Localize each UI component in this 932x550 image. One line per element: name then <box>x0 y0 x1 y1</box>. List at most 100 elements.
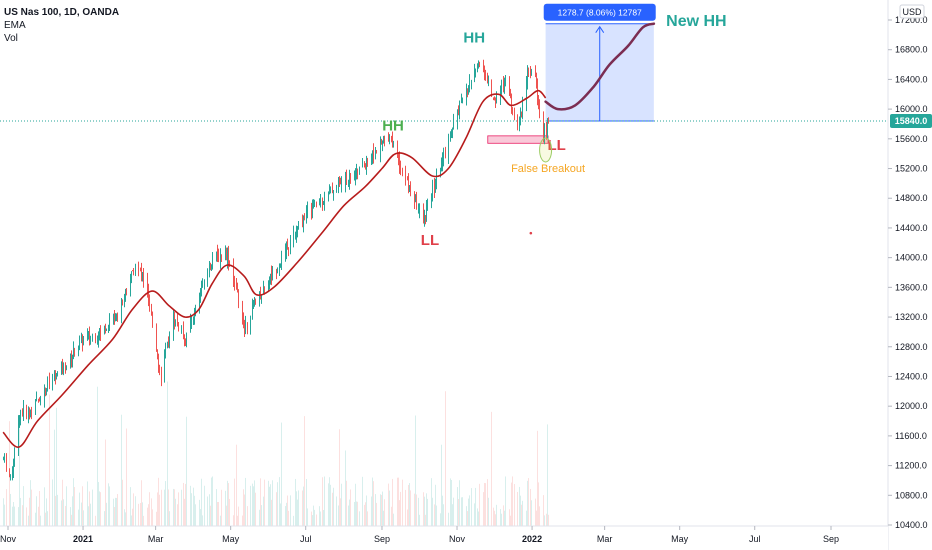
candle-body <box>100 327 101 334</box>
volume-bar <box>191 493 192 526</box>
volume-bar <box>173 488 174 526</box>
candle-body <box>158 358 159 367</box>
candle-body <box>124 296 125 301</box>
candle-body <box>207 273 208 283</box>
candle-body <box>250 316 251 329</box>
symbol-title[interactable]: US Nas 100, 1D, OANDA <box>4 7 120 18</box>
ema-indicator-label[interactable]: EMA <box>4 20 26 31</box>
candle <box>113 313 114 325</box>
candle-body <box>381 143 382 145</box>
candle <box>40 395 41 406</box>
volume-bar <box>12 506 13 526</box>
candle <box>158 353 159 373</box>
volume-bar <box>277 482 278 526</box>
candle <box>423 203 424 224</box>
volume-bar <box>35 512 36 526</box>
candle-body <box>152 313 153 326</box>
candle-body <box>209 264 210 276</box>
candle <box>270 273 271 285</box>
vol-indicator-label[interactable]: Vol <box>4 33 18 44</box>
candle <box>279 263 280 276</box>
volume-bar <box>407 509 408 526</box>
volume-bar <box>57 494 58 526</box>
volume-bar <box>10 493 11 526</box>
volume-bar <box>462 497 463 526</box>
candle-body <box>229 262 230 265</box>
candle <box>174 311 175 330</box>
candle <box>364 161 365 168</box>
volume-bar <box>54 429 55 526</box>
candle <box>81 332 82 344</box>
volume-bar <box>311 511 312 526</box>
candle-body <box>528 70 529 73</box>
volume-bar <box>288 510 289 526</box>
volume-bar <box>320 511 321 526</box>
candle-body <box>544 131 545 143</box>
candle-body <box>19 418 20 423</box>
volume-bar <box>366 495 367 526</box>
indicator-lines <box>2 22 656 448</box>
time-axis-bg <box>0 526 888 550</box>
volume-bar <box>254 480 255 526</box>
time-axis[interactable]: Nov 2021 Mar May Jul Sep Nov 2022 Mar May Jul Sep <box>0 525 888 550</box>
volume-bar <box>445 391 446 526</box>
volume-bar <box>18 507 19 526</box>
y-tick-label: 13600.0 <box>895 282 928 292</box>
volume-bar <box>52 479 53 526</box>
candle-body <box>142 274 143 276</box>
candle-body <box>495 99 496 104</box>
volume-bar <box>247 506 248 526</box>
candle <box>493 97 494 101</box>
volume-bar <box>501 513 502 526</box>
candle <box>362 158 363 168</box>
volume-bar <box>418 497 419 526</box>
volume-bar <box>350 489 351 526</box>
volume-bar <box>124 509 125 526</box>
candle-body <box>286 245 287 252</box>
volume-bar <box>324 476 325 526</box>
y-tick-label: 10800.0 <box>895 490 928 500</box>
volume-bar <box>217 502 218 526</box>
candle-body <box>216 252 217 256</box>
candle-body <box>35 400 36 415</box>
last-price-box <box>890 114 932 128</box>
candle <box>467 88 468 98</box>
candle <box>36 391 37 402</box>
candle-body <box>168 342 169 346</box>
volume-bar <box>272 480 273 526</box>
candle-body <box>115 319 116 321</box>
volume-bar <box>72 496 73 526</box>
volume-bar <box>442 495 443 526</box>
candle-body <box>319 201 320 204</box>
candle-body <box>467 88 468 93</box>
candle-body <box>393 143 394 147</box>
candle <box>399 151 400 174</box>
volume-bar <box>61 500 62 526</box>
candle <box>380 136 381 163</box>
candle <box>204 279 205 290</box>
volume-bar <box>78 509 79 526</box>
measure-box: 1278.7 (8.06%) 12787 <box>543 3 656 122</box>
x-tick-label: May <box>222 534 240 544</box>
candle-body <box>383 141 384 143</box>
candle <box>141 262 142 282</box>
candle-body <box>277 269 278 272</box>
candle-body <box>261 294 262 299</box>
candle <box>277 267 278 274</box>
candle-body <box>328 191 329 198</box>
volume-bar <box>297 499 298 526</box>
volume-bar <box>349 499 350 526</box>
candle <box>392 131 393 148</box>
candle <box>149 294 150 312</box>
price-axis[interactable]: 17200.0 16800.0 16400.0 16000.0 15600.0 15200… <box>887 0 932 550</box>
volume-bar <box>194 495 195 526</box>
candle-body <box>31 412 32 414</box>
candle-body <box>475 69 476 71</box>
candle <box>62 358 63 375</box>
candle <box>451 129 452 138</box>
candle <box>345 171 346 193</box>
candle <box>226 247 227 261</box>
volume-bar <box>204 485 205 526</box>
volume-bar <box>31 489 32 526</box>
